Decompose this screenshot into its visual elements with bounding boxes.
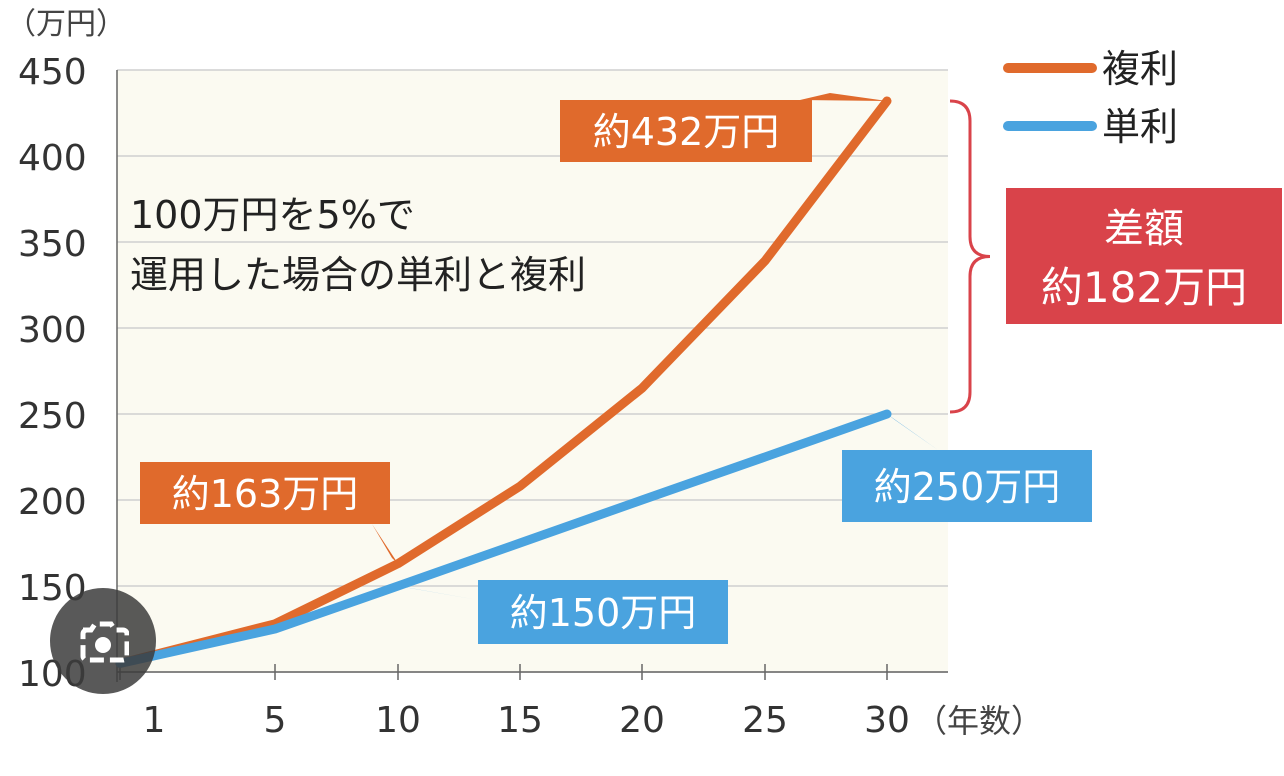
callout-label: 約432万円 — [593, 110, 780, 154]
y-tick-label: 250 — [18, 396, 87, 437]
callout-box — [842, 450, 1092, 522]
difference-value: 約182万円 — [1041, 263, 1247, 312]
x-tick-label: 10 — [375, 700, 421, 741]
plot-area — [117, 70, 948, 672]
chart-title-line2: 運用した場合の単利と複利 — [130, 253, 586, 297]
legend-label: 単利 — [1102, 105, 1178, 149]
x-unit-label: （年数） — [915, 702, 1043, 740]
callout-tail — [372, 524, 398, 564]
callout-label: 約250万円 — [874, 465, 1061, 509]
difference-brace — [949, 99, 991, 414]
callout-label: 約150万円 — [510, 591, 697, 635]
callout-tail — [398, 586, 478, 600]
callout-tail — [800, 93, 887, 101]
callout-tail — [887, 414, 938, 450]
lens-camera-icon[interactable] — [50, 588, 156, 694]
difference-label: 差額 — [1104, 206, 1184, 252]
x-tick-label: 20 — [619, 700, 665, 741]
x-tick-label: 30 — [864, 700, 910, 741]
callout-box — [560, 100, 812, 162]
y-tick-label: 300 — [18, 310, 87, 351]
x-tick-label: 25 — [742, 700, 788, 741]
difference-box — [1006, 188, 1282, 324]
y-tick-label: 400 — [18, 138, 87, 179]
legend-label: 複利 — [1102, 47, 1178, 91]
x-tick-label: 5 — [264, 700, 287, 741]
y-tick-label: 350 — [18, 224, 87, 265]
callout-box — [140, 462, 390, 524]
callout-label: 約163万円 — [172, 472, 359, 516]
callout-box — [478, 580, 728, 644]
y-unit-label: （万円） — [6, 7, 126, 42]
y-tick-label: 450 — [18, 52, 87, 93]
y-tick-label: 200 — [18, 482, 87, 523]
x-tick-label: 15 — [497, 700, 543, 741]
chart-title-line1: 100万円を5%で — [130, 193, 415, 237]
camera-icon — [80, 621, 129, 663]
x-tick-label: 1 — [143, 700, 166, 741]
